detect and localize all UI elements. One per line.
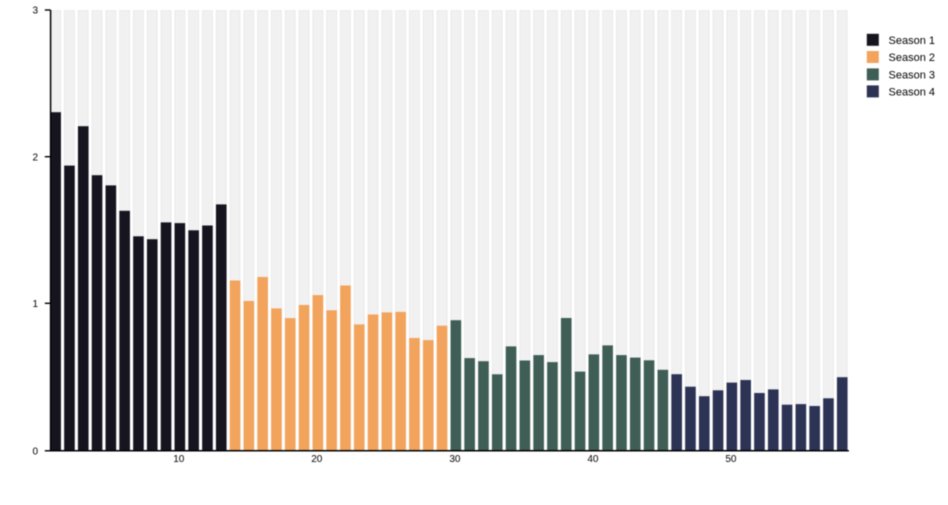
svg-text:0: 0 <box>32 446 38 457</box>
svg-text:Season 3: Season 3 <box>889 69 935 81</box>
svg-text:1: 1 <box>32 299 38 310</box>
svg-text:10: 10 <box>173 454 185 465</box>
svg-text:50: 50 <box>725 454 737 465</box>
svg-text:2: 2 <box>32 152 38 163</box>
svg-text:Season 2: Season 2 <box>889 52 935 64</box>
svg-text:Season 1: Season 1 <box>889 35 935 47</box>
svg-text:20: 20 <box>311 454 323 465</box>
svg-text:30: 30 <box>449 454 461 465</box>
svg-text:3: 3 <box>32 6 38 17</box>
svg-text:Season 4: Season 4 <box>889 86 935 98</box>
svg-text:40: 40 <box>587 454 599 465</box>
